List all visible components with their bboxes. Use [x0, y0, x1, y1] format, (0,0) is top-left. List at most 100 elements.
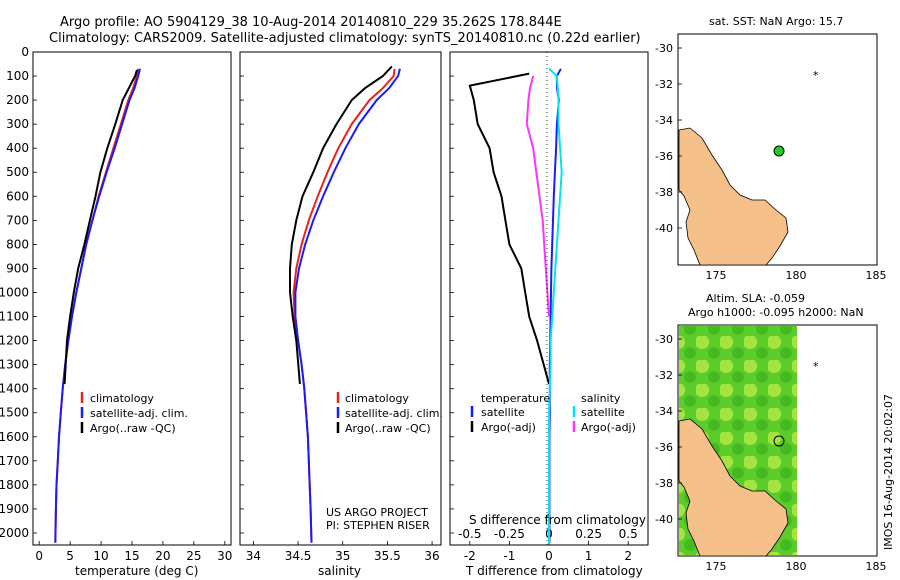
map-x-tick-label: 185 — [866, 269, 887, 282]
depth-tick-label: 600 — [6, 189, 29, 203]
depth-tick-label: 1200 — [0, 334, 29, 348]
island-marker: * — [813, 360, 819, 373]
depth-tick-label: 1600 — [0, 430, 29, 444]
map-x-tick-label: 180 — [786, 560, 807, 573]
x-tick-label: 35.5 — [374, 549, 401, 563]
float-location-marker — [773, 145, 785, 157]
x-tick-label: 0 — [35, 549, 43, 563]
profile-line-1-1 — [294, 68, 401, 543]
depth-tick-label: 700 — [6, 213, 29, 227]
depth-tick-label: 1800 — [0, 478, 29, 492]
salinity-xlabel: salinity — [318, 564, 361, 578]
depth-tick-label: 1900 — [0, 502, 29, 516]
x-tick-label: 0 — [545, 549, 553, 563]
x-tick-label: 36 — [424, 549, 439, 563]
x-tick-label: 5 — [66, 549, 74, 563]
x-tick-label: -1 — [503, 549, 515, 563]
legend-label-argo: Argo(..raw -QC) — [345, 422, 431, 435]
profile-lines — [54, 65, 563, 543]
header-line-2: Climatology: CARS2009. Satellite-adjuste… — [49, 31, 641, 46]
depth-tick-label: 2000 — [0, 526, 29, 540]
island-marker: * — [813, 69, 819, 82]
depth-tick-label: 1100 — [0, 310, 29, 324]
float-location-marker — [773, 435, 785, 447]
map-y-tick-label: -34 — [655, 114, 673, 127]
depth-tick-label: 400 — [6, 141, 29, 155]
depth-axis: 0 100 200 300 400 500 600 700 800 900 1000 1100 1200… — [0, 45, 454, 540]
map-y-tick-label: -32 — [655, 369, 673, 382]
salinity-legend: climatology satellite-adj. clim. Argo(..… — [336, 392, 443, 435]
map-y-tick-label: -32 — [655, 78, 673, 91]
depth-tick-label: 1500 — [0, 406, 29, 420]
depth-tick-label: 1300 — [0, 358, 29, 372]
x-tick-label: 10 — [93, 549, 108, 563]
s-diff-tick-label: -0.5 — [458, 527, 481, 541]
s-diff-tick-label: 0.25 — [575, 527, 602, 541]
temperature-x-axis: 0 5 10 15 20 25 30 — [35, 541, 232, 563]
x-tick-label: -2 — [464, 549, 476, 563]
x-tick-label: 30 — [217, 549, 232, 563]
legend-label-satellite: satellite-adj. clim. — [90, 407, 188, 420]
depth-tick-label: 900 — [6, 261, 29, 275]
profile-line-0-1 — [54, 68, 141, 543]
salinity-x-axis: 34 34.5 35 35.5 36 — [246, 541, 440, 563]
s-diff-tick-label: -0.25 — [494, 527, 525, 541]
profile-line-0-0 — [54, 68, 140, 543]
legend-label-satellite: satellite-adj. clim. — [345, 407, 443, 420]
s-diff-tick-label: 0.5 — [619, 527, 638, 541]
profile-line-3-0 — [548, 68, 563, 543]
sla-map: Altim. SLA: -0.059 Argo h1000: -0.095 h2… — [677, 292, 878, 557]
depth-tick-label: 0 — [21, 45, 29, 59]
depth-tick-label: 300 — [6, 117, 29, 131]
t-difference-xlabel: T difference from climatology — [465, 564, 643, 578]
map-y-tick-label: -30 — [655, 42, 673, 55]
x-tick-label: 1 — [585, 549, 593, 563]
depth-tick-label: 200 — [6, 93, 29, 107]
temperature-legend: climatology satellite-adj. clim. Argo(..… — [80, 392, 188, 435]
sla-map-title-2: Argo h1000: -0.095 h2000: NaN — [688, 306, 864, 319]
new-zealand-land — [678, 418, 789, 557]
sla-map-title-1: Altim. SLA: -0.059 — [706, 292, 805, 305]
x-tick-label: 15 — [124, 549, 139, 563]
pi-credit: PI: STEPHEN RISER — [326, 519, 430, 532]
x-tick-label: 34.5 — [285, 549, 312, 563]
legend-label-climatology: climatology — [345, 392, 409, 405]
map-y-tick-label: -40 — [655, 222, 673, 235]
difference-legend: temperature salinity satellite Argo(-adj… — [470, 392, 636, 434]
s-difference-xlabel: S difference from climatology — [469, 513, 646, 527]
temperature-panel-frame — [32, 51, 232, 546]
legend-title-temperature: temperature — [481, 392, 550, 405]
depth-tick-label: 500 — [6, 165, 29, 179]
depth-tick-label: 800 — [6, 237, 29, 251]
legend-label-argo: Argo(..raw -QC) — [90, 422, 176, 435]
map-axes: -30 -32 -34 -36 -38 -40 175 180 185 -30 -32 -34 -36 -… — [655, 42, 886, 573]
map-y-tick-label: -38 — [655, 477, 673, 490]
map-y-tick-label: -34 — [655, 405, 673, 418]
temperature-xlabel: temperature (deg C) — [75, 564, 198, 578]
legend-title-salinity: salinity — [581, 392, 621, 405]
map-y-tick-label: -40 — [655, 513, 673, 526]
x-tick-label: 34 — [246, 549, 261, 563]
sst-map: sat. SST: NaN Argo: 15.7 * — [677, 15, 878, 266]
profile-line-0-2 — [63, 69, 138, 384]
map-y-tick-label: -38 — [655, 186, 673, 199]
project-credit: US ARGO PROJECT — [326, 506, 428, 519]
map-x-tick-label: 185 — [866, 560, 887, 573]
depth-tick-label: 100 — [6, 69, 29, 83]
x-tick-label: 35 — [335, 549, 350, 563]
map-y-tick-label: -36 — [655, 150, 673, 163]
header-line-1: Argo profile: AO 5904129_38 10-Aug-2014 … — [60, 15, 562, 30]
map-y-tick-label: -30 — [655, 333, 673, 346]
x-tick-label: 2 — [624, 549, 632, 563]
profile-line-1-2 — [289, 65, 393, 384]
profile-line-3-1 — [525, 75, 550, 317]
x-tick-label: 25 — [186, 549, 201, 563]
depth-tick-label: 1000 — [0, 285, 29, 299]
map-y-tick-label: -36 — [655, 441, 673, 454]
legend-label-s-argo: Argo(-adj) — [581, 421, 636, 434]
depth-tick-label: 1400 — [0, 382, 29, 396]
legend-label-s-satellite: satellite — [581, 406, 625, 419]
sst-map-title: sat. SST: NaN Argo: 15.7 — [709, 15, 843, 28]
x-tick-label: 20 — [155, 549, 170, 563]
